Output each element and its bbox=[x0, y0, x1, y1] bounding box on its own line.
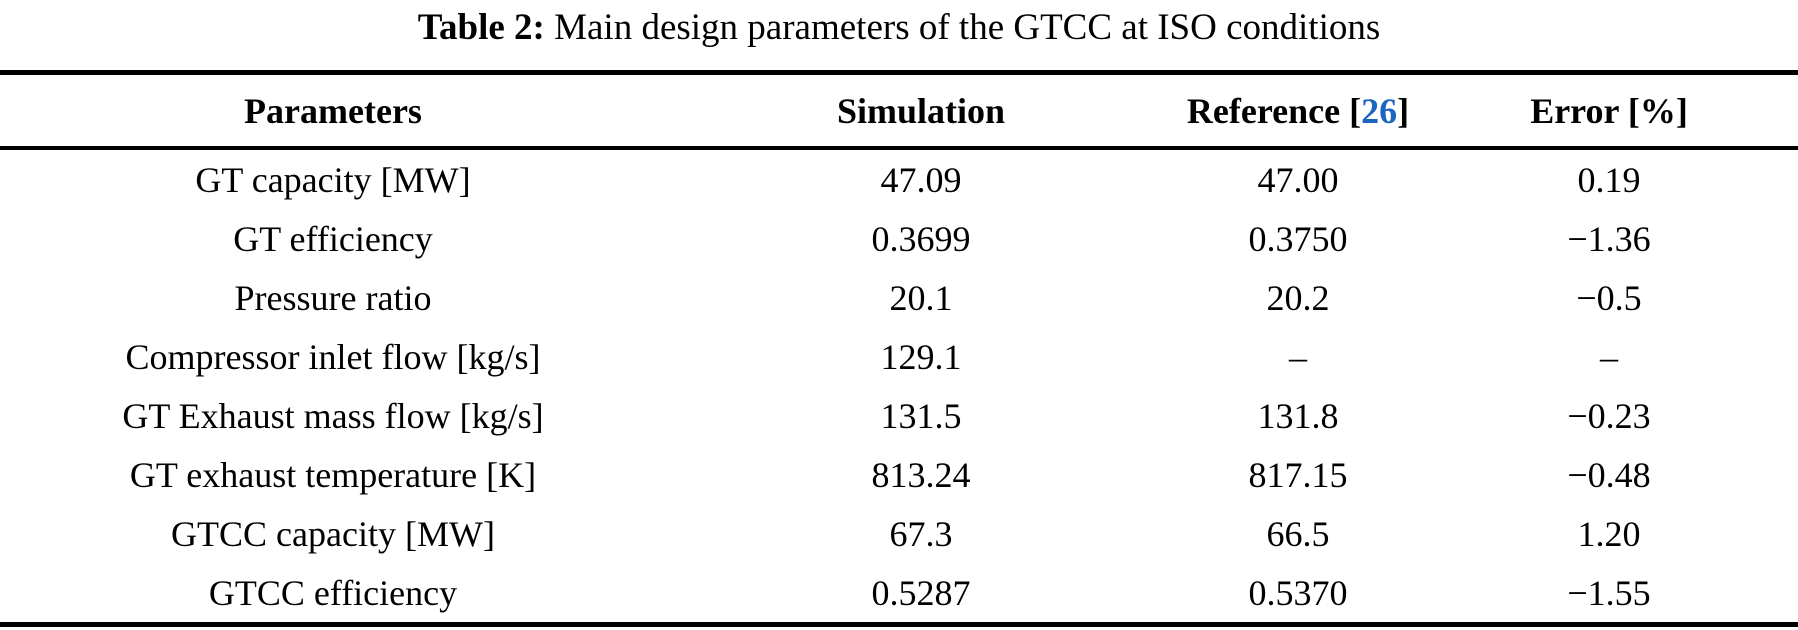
error-cell: −0.23 bbox=[1567, 395, 1651, 436]
col-header-error: Error [%] bbox=[1420, 72, 1798, 150]
error-cell: −1.36 bbox=[1567, 218, 1651, 259]
table-row: GT exhaust temperature [K] 813.24 817.15… bbox=[0, 445, 1798, 504]
parameter-cell: GTCC capacity [MW] bbox=[171, 513, 495, 554]
reference-cell: 0.5370 bbox=[1248, 572, 1348, 613]
error-cell: 0.19 bbox=[1577, 159, 1641, 200]
table-row: Pressure ratio 20.1 20.2 −0.5 bbox=[0, 268, 1798, 327]
col-header-simulation: Simulation bbox=[666, 72, 1176, 150]
table-caption: Table 2: Main design parameters of the G… bbox=[0, 0, 1798, 70]
simulation-cell: 20.1 bbox=[889, 277, 953, 318]
table-caption-text: Main design parameters of the GTCC at IS… bbox=[544, 7, 1381, 48]
simulation-cell: 129.1 bbox=[880, 336, 962, 377]
header-row: Parameters Simulation Reference [26] Err… bbox=[0, 72, 1798, 150]
col-header-parameters: Parameters bbox=[0, 72, 666, 150]
simulation-cell: 0.3699 bbox=[871, 218, 971, 259]
simulation-cell: 813.24 bbox=[871, 454, 971, 495]
parameter-cell: GT capacity [MW] bbox=[195, 159, 471, 200]
simulation-cell: 131.5 bbox=[880, 395, 962, 436]
reference-cell: 131.8 bbox=[1257, 395, 1339, 436]
parameter-cell: GT Exhaust mass flow [kg/s] bbox=[122, 395, 544, 436]
table-row: GT Exhaust mass flow [kg/s] 131.5 131.8 … bbox=[0, 386, 1798, 445]
parameter-cell: GT efficiency bbox=[233, 218, 433, 259]
simulation-cell: 67.3 bbox=[889, 513, 953, 554]
table-row: GT capacity [MW] 47.09 47.00 0.19 bbox=[0, 148, 1798, 209]
parameter-cell: GT exhaust temperature [K] bbox=[129, 454, 537, 495]
error-cell: 1.20 bbox=[1577, 513, 1641, 554]
simulation-cell: 47.09 bbox=[880, 159, 962, 200]
simulation-cell: 0.5287 bbox=[871, 572, 971, 613]
reference-cell: 817.15 bbox=[1248, 454, 1348, 495]
parameter-cell: GTCC efficiency bbox=[208, 572, 458, 613]
table-row: GT efficiency 0.3699 0.3750 −1.36 bbox=[0, 209, 1798, 268]
reference-cell: 47.00 bbox=[1257, 159, 1339, 200]
reference-cell: 20.2 bbox=[1266, 277, 1330, 318]
table-row: Compressor inlet flow [kg/s] 129.1 – – bbox=[0, 327, 1798, 386]
error-cell: – bbox=[1600, 336, 1618, 377]
error-cell: −1.55 bbox=[1567, 572, 1651, 613]
table-caption-label: Table 2: bbox=[417, 7, 545, 48]
citation-link-26[interactable]: 26 bbox=[1361, 90, 1398, 131]
error-cell: −0.5 bbox=[1576, 277, 1642, 318]
reference-header-text: Reference [ bbox=[1186, 90, 1362, 131]
table-row: GTCC capacity [MW] 67.3 66.5 1.20 bbox=[0, 504, 1798, 563]
reference-cell: – bbox=[1289, 336, 1307, 377]
reference-cell: 66.5 bbox=[1266, 513, 1330, 554]
reference-cell: 0.3750 bbox=[1248, 218, 1348, 259]
design-parameters-table: Parameters Simulation Reference [26] Err… bbox=[0, 70, 1798, 627]
parameter-cell: Pressure ratio bbox=[234, 277, 432, 318]
error-cell: −0.48 bbox=[1567, 454, 1651, 495]
reference-header-bracket: ] bbox=[1397, 90, 1410, 131]
col-header-reference: Reference [26] bbox=[1176, 72, 1420, 150]
parameter-cell: Compressor inlet flow [kg/s] bbox=[125, 336, 541, 377]
table-row: GTCC efficiency 0.5287 0.5370 −1.55 bbox=[0, 563, 1798, 625]
